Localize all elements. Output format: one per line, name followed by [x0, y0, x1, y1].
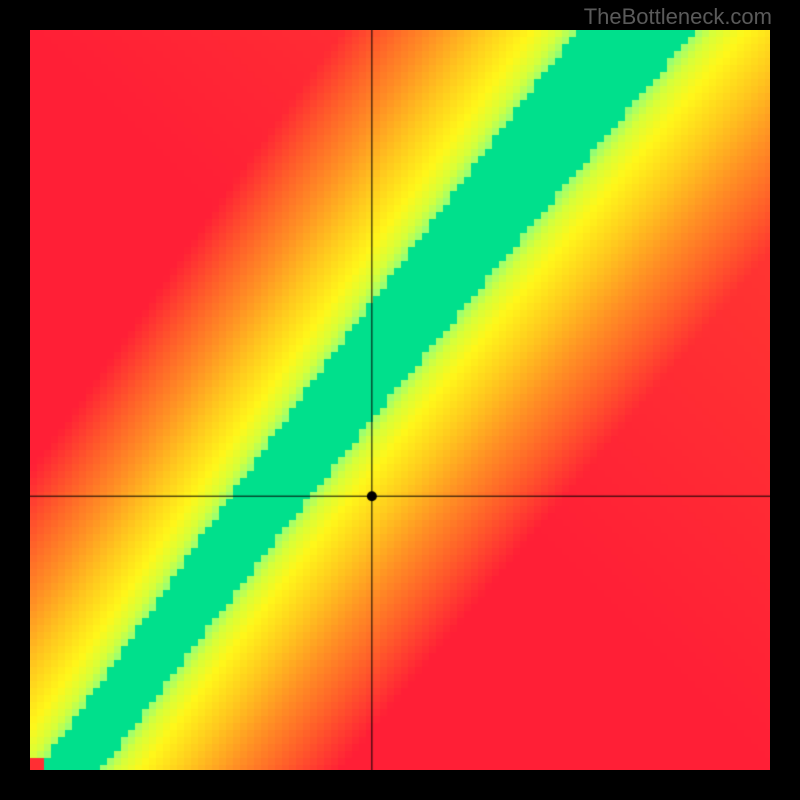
- chart-container: TheBottleneck.com: [0, 0, 800, 800]
- heatmap-plot: [30, 30, 770, 770]
- heatmap-canvas: [30, 30, 770, 770]
- watermark-label: TheBottleneck.com: [584, 4, 772, 30]
